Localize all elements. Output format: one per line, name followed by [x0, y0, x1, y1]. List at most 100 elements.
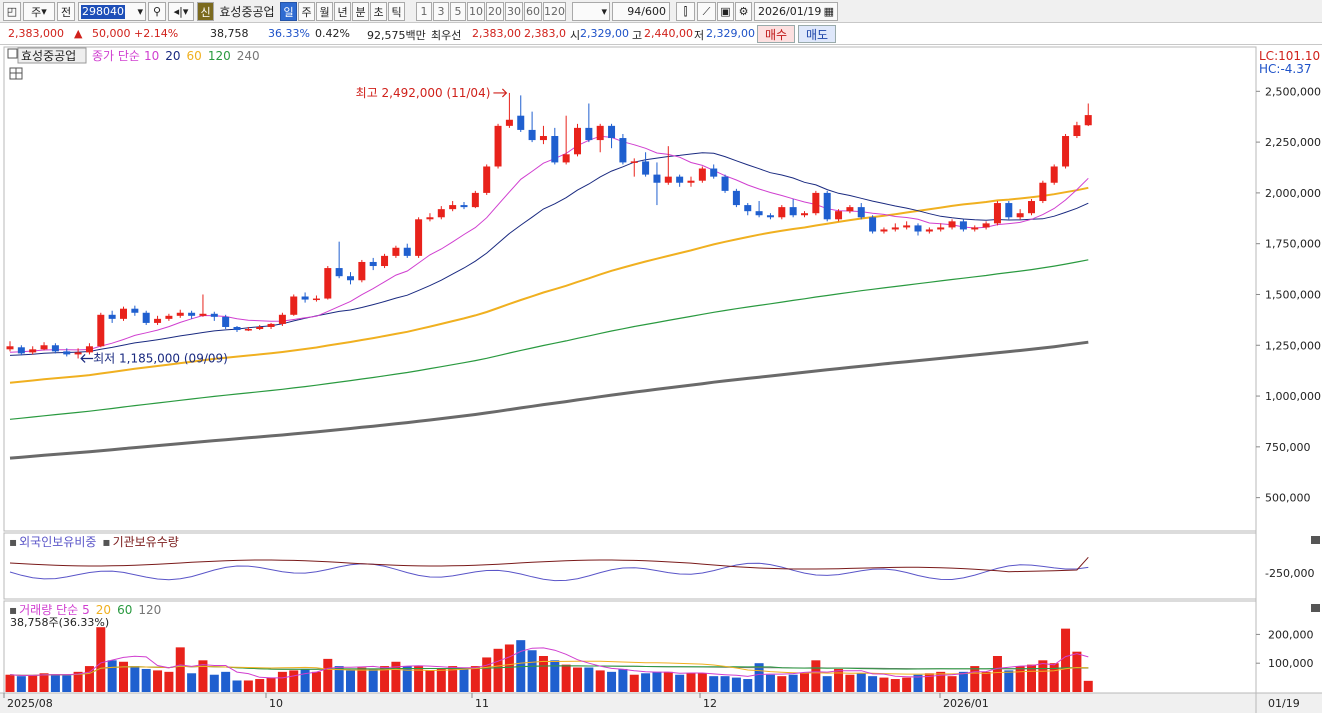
volume-bar	[266, 677, 276, 692]
window-icon[interactable]: ◰	[3, 2, 21, 21]
chevron-down-icon: ▾	[601, 5, 607, 18]
volume-bar	[913, 674, 923, 692]
volume-bar	[175, 647, 185, 692]
buy-button[interactable]: 매수	[757, 25, 795, 43]
volume-bar	[153, 670, 163, 692]
panel-toggle-icon[interactable]	[7, 48, 18, 59]
minute-tab-10[interactable]: 10	[467, 2, 485, 21]
minute-tab-5[interactable]: 5	[450, 2, 466, 21]
ma-legend-20: 20	[165, 49, 180, 63]
volume-bar	[595, 670, 605, 692]
candle-body	[222, 316, 230, 327]
prev-button[interactable]: 전	[57, 2, 75, 21]
candle-body	[403, 247, 411, 256]
candle-body	[1039, 182, 1047, 202]
interval-select[interactable]: ▾	[572, 2, 610, 21]
volume-bar	[890, 679, 900, 692]
lc-label: LC:101.10	[1259, 49, 1320, 63]
volume-bar	[448, 666, 458, 692]
line-tool-icon[interactable]: ⟋	[697, 2, 716, 21]
turnover-pct: 36.33%	[268, 27, 310, 40]
sell-button[interactable]: 매도	[798, 25, 836, 43]
minute-tab-1[interactable]: 1	[416, 2, 432, 21]
candle-body	[562, 154, 570, 163]
candle-body	[176, 312, 184, 316]
minute-tab-60[interactable]: 60	[524, 2, 542, 21]
minute-tab-30[interactable]: 30	[505, 2, 523, 21]
minute-tab-120[interactable]: 120	[543, 2, 566, 21]
volume-bar	[255, 679, 265, 692]
y-tick-label: 1,500,000	[1265, 288, 1321, 301]
volume-bar	[731, 677, 741, 692]
low-annotation: 최저 1,185,000 (09/09)	[93, 351, 228, 365]
candle-body	[278, 314, 286, 324]
count-input[interactable]: 94/600	[612, 2, 670, 21]
search-icon[interactable]: ⚲	[148, 2, 166, 21]
volume-bar	[482, 657, 492, 692]
market-select[interactable]: 주 ▾	[23, 2, 55, 21]
volume: 38,758	[210, 27, 249, 40]
new-badge[interactable]: 신	[197, 2, 214, 21]
stock-chart[interactable]: 효성중공업 종가 단순 10 20 60 120 240 LC:101.10 HC:-4.…	[0, 46, 1322, 713]
volume-bar	[346, 670, 355, 692]
period-tab-2[interactable]: 주	[298, 2, 315, 21]
candle-body	[608, 125, 616, 139]
ma-60-line	[9, 186, 1089, 384]
period-tab-6[interactable]: 초	[370, 2, 387, 21]
candle-body	[290, 296, 298, 315]
candle-body	[1062, 136, 1070, 167]
candle-body	[778, 207, 786, 218]
best-ask: 2,383,00	[472, 27, 521, 40]
candle-body	[142, 312, 150, 323]
period-tab-5[interactable]: 분	[352, 2, 369, 21]
candle-body	[539, 136, 547, 141]
speaker-icon[interactable]: ◂|▾	[168, 2, 194, 21]
period-tab-1[interactable]: 일	[280, 2, 297, 21]
candle-body	[528, 129, 536, 141]
ma-legend-prefix: 종가 단순	[92, 49, 140, 63]
volume-bar	[709, 676, 719, 692]
volume-bar	[1038, 660, 1048, 692]
candle-body	[312, 298, 320, 301]
period-tab-3[interactable]: 월	[316, 2, 333, 21]
candle-body	[721, 176, 729, 191]
candle-body	[358, 261, 366, 281]
open: 2,329,00	[580, 27, 629, 40]
volume-bar	[822, 676, 832, 692]
volume-bar	[1072, 651, 1082, 692]
volume-bar	[856, 673, 866, 692]
institution-holding-line	[9, 556, 1089, 573]
candle-icon[interactable]: ⫿	[676, 2, 695, 21]
save-icon[interactable]: ▣	[717, 2, 734, 21]
minute-tab-3[interactable]: 3	[433, 2, 449, 21]
panel-collapse-icon[interactable]	[1311, 604, 1320, 612]
candle-body	[630, 161, 638, 163]
candle-body	[324, 268, 332, 299]
volume-bar	[754, 663, 764, 692]
candle-body	[97, 314, 105, 347]
best-bid: 2,383,0	[524, 27, 566, 40]
minute-tab-20[interactable]: 20	[486, 2, 504, 21]
gear-icon[interactable]: ⚙	[735, 2, 752, 21]
candle-body	[664, 176, 672, 183]
date-input[interactable]: 2026/01/19 ▦	[754, 2, 838, 21]
volume-bar	[1061, 628, 1071, 692]
period-tab-7[interactable]: 틱	[388, 2, 405, 21]
x-axis-bar	[0, 693, 1322, 713]
candle-body	[415, 219, 423, 256]
holdings-axis-label: -250,000	[1265, 567, 1314, 580]
period-tab-4[interactable]: 년	[334, 2, 351, 21]
candle-body	[471, 192, 479, 208]
panel-collapse-icon[interactable]	[1311, 536, 1320, 544]
candle-body	[710, 168, 718, 177]
code-input[interactable]: 298040 ▾	[78, 2, 146, 21]
volume-bar	[641, 673, 651, 692]
x-tick-label: 12	[703, 697, 717, 710]
candle-body	[880, 229, 888, 232]
chart-area[interactable]: 효성중공업 종가 단순 10 20 60 120 240 LC:101.10 HC:-4.…	[0, 46, 1322, 713]
candle-body	[1005, 203, 1013, 218]
volume-bar	[573, 667, 582, 692]
candle-body	[256, 326, 264, 330]
ma-20-line	[9, 152, 1089, 356]
candle-body	[823, 192, 831, 220]
